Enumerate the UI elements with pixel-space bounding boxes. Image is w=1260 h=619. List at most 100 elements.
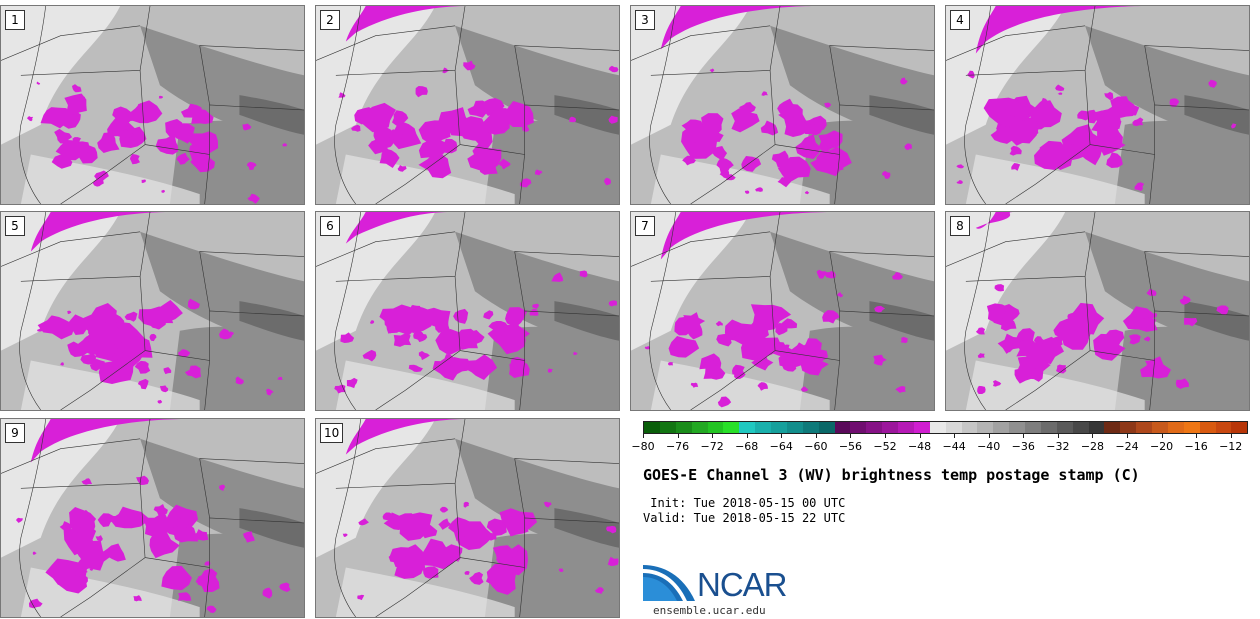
- colorbar-tick-label: −80: [631, 440, 655, 453]
- colorbar-tick-label: −52: [873, 440, 897, 453]
- colorbar-tick-label: −72: [700, 440, 724, 453]
- postage-stamp-panel: 1: [0, 5, 305, 205]
- colorbar-cell: [1167, 422, 1184, 433]
- colorbar-cell: [961, 422, 978, 433]
- colorbar-tick: [1057, 434, 1059, 438]
- colorbar-cell: [1136, 422, 1152, 433]
- colorbar-tick-label: −36: [1011, 440, 1035, 453]
- colorbar-tick-label: −64: [769, 440, 793, 453]
- colorbar-tick: [643, 434, 644, 438]
- water-vapor-map: [631, 212, 934, 410]
- panel-number: 9: [5, 423, 25, 443]
- colorbar-cell: [1120, 422, 1137, 433]
- colorbar-ticks: −80 −76 −72 −68 −64 −60 −56 −52 −48 −44 −40 −36 −32−…: [631, 434, 1248, 456]
- colorbar-cell: [834, 422, 851, 433]
- water-vapor-map: [946, 212, 1249, 410]
- postage-stamp-panel: 8: [945, 211, 1250, 411]
- colorbar-tick: [954, 434, 956, 438]
- colorbar-tick-label: −12: [1219, 440, 1243, 453]
- colorbar-cell: [818, 422, 835, 433]
- water-vapor-map: [316, 212, 619, 410]
- colorbar-cell: [771, 422, 787, 433]
- colorbar-cell: [723, 422, 740, 433]
- colorbar-tick-label: −68: [735, 440, 759, 453]
- colorbar-cell: [993, 422, 1010, 433]
- colorbar-cell: [1040, 422, 1057, 433]
- postage-stamp-panel: 7: [630, 211, 935, 411]
- colorbar-tick: [1161, 434, 1163, 438]
- colorbar-cell: [898, 422, 914, 433]
- postage-stamp-panel: 2: [315, 5, 620, 205]
- figure-title: GOES-E Channel 3 (WV) brightness temp po…: [643, 466, 1140, 484]
- colorbar-tick: [677, 434, 679, 438]
- colorbar-cell: [929, 422, 946, 433]
- logo-url: ensemble.ucar.edu: [653, 604, 766, 617]
- postage-stamp-panel: 10: [315, 418, 620, 618]
- colorbar-tick: [885, 434, 886, 438]
- colorbar-cell: [1025, 422, 1041, 433]
- colorbar-cell: [786, 422, 803, 433]
- ncar-logo-icon: [643, 565, 695, 601]
- colorbar-cell: [675, 422, 692, 433]
- colorbar-cell: [1152, 422, 1168, 433]
- colorbar-cell: [1088, 422, 1105, 433]
- colorbar-cell: [1231, 422, 1248, 433]
- water-vapor-map: [946, 6, 1249, 204]
- water-vapor-map: [1, 6, 304, 204]
- colorbar-tick-label: −40: [977, 440, 1001, 453]
- postage-stamp-panel: 5: [0, 211, 305, 411]
- colorbar-cell: [1199, 422, 1216, 433]
- colorbar-cell: [977, 422, 994, 433]
- colorbar-tick-label: −60: [804, 440, 828, 453]
- colorbar-cell: [707, 422, 724, 433]
- panel-number: 7: [635, 216, 655, 236]
- panel-number: 5: [5, 216, 25, 236]
- colorbar-cell: [659, 422, 676, 433]
- water-vapor-map: [316, 419, 619, 617]
- colorbar-tick: [988, 434, 990, 438]
- water-vapor-map: [316, 6, 619, 204]
- colorbar-tick-label: −32: [1046, 440, 1070, 453]
- water-vapor-map: [631, 6, 934, 204]
- colorbar-cell: [1183, 422, 1200, 433]
- colorbar-tick-label: −24: [1115, 440, 1139, 453]
- panel-number: 4: [950, 10, 970, 30]
- colorbar-cell: [1009, 422, 1025, 433]
- valid-time: Valid: Tue 2018-05-15 22 UTC: [643, 511, 846, 525]
- colorbar-cell: [1056, 422, 1073, 433]
- colorbar-tick-label: −20: [1149, 440, 1174, 453]
- water-vapor-map: [1, 212, 304, 410]
- colorbar-tick-label: −56: [838, 440, 863, 453]
- postage-stamp-panel: 3: [630, 5, 935, 205]
- panel-number: 8: [950, 216, 970, 236]
- logo-text: NCAR: [697, 566, 788, 603]
- colorbar-cell: [755, 422, 771, 433]
- colorbar-tick-label: −16: [1184, 440, 1208, 453]
- colorbar-tick: [1127, 434, 1128, 438]
- colorbar-tick-label: −28: [1080, 440, 1105, 453]
- colorbar-cell: [945, 422, 962, 433]
- colorbar-tick: [781, 434, 783, 438]
- colorbar-tick: [815, 434, 817, 438]
- colorbar-cell: [691, 422, 708, 433]
- colorbar-tick-label: −76: [665, 440, 690, 453]
- init-time: Init: Tue 2018-05-15 00 UTC: [643, 496, 846, 510]
- colorbar-tick: [919, 434, 921, 438]
- colorbar-tick: [1092, 434, 1094, 438]
- colorbar-cell: [739, 422, 756, 433]
- colorbar-tick-label: −48: [907, 440, 932, 453]
- postage-stamp-panel: 9: [0, 418, 305, 618]
- colorbar-tick: [1230, 434, 1232, 438]
- panel-number: 6: [320, 216, 340, 236]
- colorbar-tick-label: −44: [942, 440, 966, 453]
- panel-number: 10: [320, 423, 344, 443]
- colorbar-cell: [1215, 422, 1232, 433]
- colorbar-cell: [1104, 422, 1121, 433]
- colorbar-cell: [644, 422, 660, 433]
- panel-number: 3: [635, 10, 655, 30]
- colorbar-tick: [1023, 434, 1025, 438]
- colorbar-cell: [802, 422, 819, 433]
- colorbar-cell: [882, 422, 898, 433]
- colorbar-cell: [866, 422, 883, 433]
- colorbar-cell: [913, 422, 930, 433]
